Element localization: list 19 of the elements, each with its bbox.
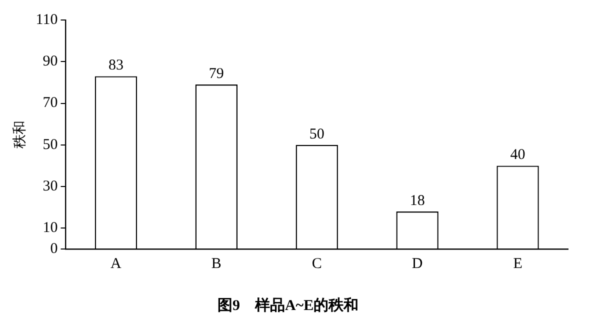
y-tick-label: 10	[42, 220, 58, 236]
y-tick-label: 30	[42, 178, 58, 194]
data-label: 18	[410, 192, 425, 209]
data-label: 83	[108, 58, 124, 74]
y-tick-label: 50	[42, 136, 58, 153]
y-tick-label: 90	[42, 54, 58, 70]
data-label: 40	[510, 147, 526, 164]
y-tick-label: 0	[50, 240, 58, 257]
x-tick-label: A	[110, 256, 122, 272]
data-label: 50	[309, 126, 324, 142]
x-tick-label: D	[412, 256, 423, 272]
y-tick-label: 70	[42, 95, 58, 112]
x-tick-label: C	[312, 256, 322, 272]
data-label: 79	[208, 66, 224, 82]
y-tick-label: 110	[36, 12, 58, 28]
y-axis-title: 秩和	[12, 120, 28, 148]
text: 图9 样品A~E的秩和	[217, 296, 359, 314]
x-tick-label: B	[211, 256, 222, 272]
x-tick-label: E	[513, 256, 522, 272]
